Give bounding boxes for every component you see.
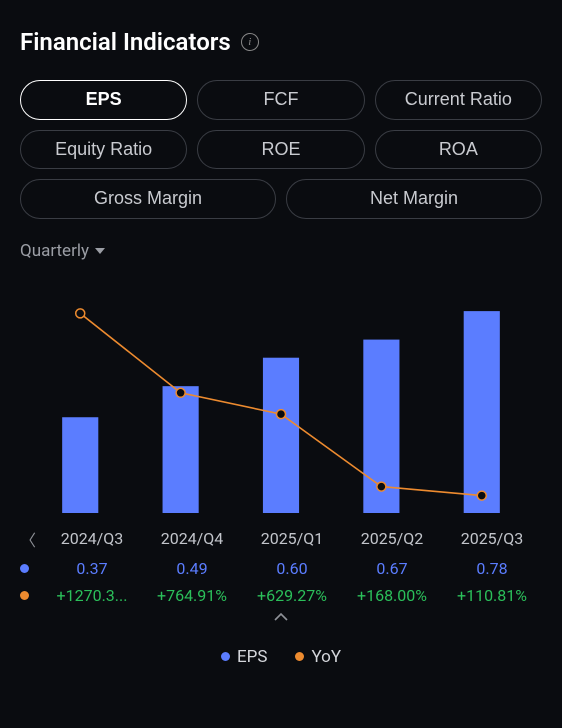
legend-yoy-dot <box>295 652 304 661</box>
scroll-left-icon[interactable]: 〈 <box>20 527 42 551</box>
yoy-marker-2024/Q4 <box>176 388 185 397</box>
eps-value: 0.37 <box>42 559 142 578</box>
legend-eps-dot <box>221 652 230 661</box>
period-label: 2025/Q3 <box>442 529 542 548</box>
yoy-marker-2025/Q2 <box>377 482 386 491</box>
yoy-marker-2025/Q3 <box>477 491 486 500</box>
tab-gross-margin[interactable]: Gross Margin <box>20 179 276 219</box>
yoy-value: +168.00% <box>342 586 442 605</box>
legend-eps: EPS <box>221 647 267 667</box>
tab-net-margin[interactable]: Net Margin <box>286 179 542 219</box>
bar-2025/Q1 <box>263 357 299 512</box>
tab-current-ratio[interactable]: Current Ratio <box>375 80 542 120</box>
eps-value: 0.78 <box>442 559 542 578</box>
tab-fcf[interactable]: FCF <box>197 80 364 120</box>
chevron-down-icon <box>95 248 105 254</box>
eps-chart <box>20 289 542 519</box>
legend-yoy: YoY <box>295 647 341 667</box>
tab-roa[interactable]: ROA <box>375 130 542 170</box>
legend-yoy-label: YoY <box>311 647 341 667</box>
tab-eps[interactable]: EPS <box>20 80 187 120</box>
yoy-value: +110.81% <box>442 586 542 605</box>
yoy-value: +764.91% <box>142 586 242 605</box>
tab-roe[interactable]: ROE <box>197 130 364 170</box>
eps-value: 0.67 <box>342 559 442 578</box>
period-label: 2025/Q2 <box>342 529 442 548</box>
yoy-value: +629.27% <box>242 586 342 605</box>
yoy-marker-2024/Q3 <box>76 309 85 318</box>
info-icon[interactable]: i <box>241 33 259 51</box>
data-table: 〈2024/Q32024/Q42025/Q12025/Q22025/Q3 0.37… <box>20 527 542 605</box>
indicator-tabs: EPSFCF Current Ratio Equity RatioROE ROA Gro… <box>20 80 542 219</box>
chart-legend: EPS YoY <box>20 647 542 667</box>
eps-value: 0.49 <box>142 559 242 578</box>
eps-row-dot <box>20 564 29 573</box>
period-dropdown[interactable]: Quarterly <box>20 241 105 261</box>
yoy-marker-2025/Q1 <box>276 409 285 418</box>
bar-2025/Q3 <box>464 311 500 513</box>
yoy-value: +1270.3... <box>42 586 142 605</box>
period-dropdown-label: Quarterly <box>20 241 89 261</box>
period-label: 2025/Q1 <box>242 529 342 548</box>
legend-eps-label: EPS <box>237 647 267 667</box>
period-label: 2024/Q3 <box>42 529 142 548</box>
page-title: Financial Indicators <box>20 28 231 56</box>
bar-2024/Q4 <box>163 386 199 513</box>
bar-2024/Q3 <box>62 417 98 513</box>
eps-value: 0.60 <box>242 559 342 578</box>
period-label: 2024/Q4 <box>142 529 242 548</box>
yoy-row-dot <box>20 591 29 600</box>
collapse-icon[interactable] <box>20 609 542 625</box>
tab-equity-ratio[interactable]: Equity Ratio <box>20 130 187 170</box>
